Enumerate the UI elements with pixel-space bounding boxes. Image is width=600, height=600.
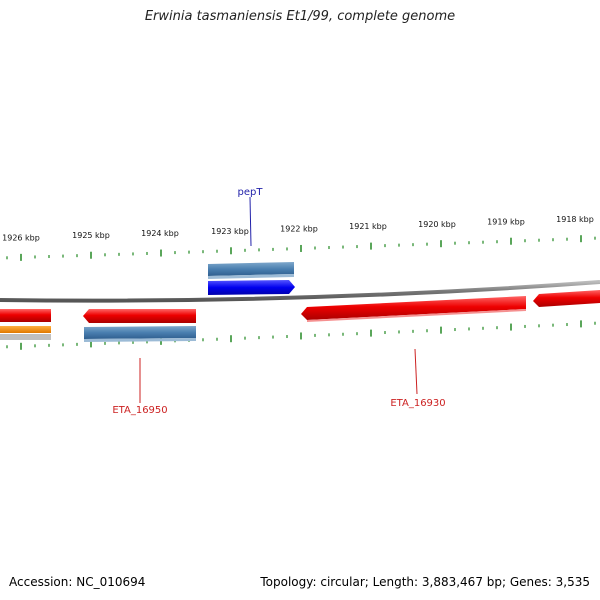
genome-summary-text: Topology: circular; Length: 3,883,467 bp… [260, 575, 590, 589]
scale-label: 1919 kbp [487, 217, 525, 226]
gene-label-pept: pepT [238, 187, 264, 198]
map-title: Erwinia tasmaniensis Et1/99, complete ge… [144, 9, 456, 24]
feature-block-pept-steel-shadow [208, 274, 294, 279]
scale-label: 1924 kbp [141, 229, 179, 238]
cds-arrow-left-edge[interactable] [0, 309, 51, 322]
genome-backbone [0, 280, 600, 303]
feature-block-grey[interactable] [0, 334, 51, 340]
gene-label-eta-16930: ETA_16930 [390, 398, 445, 409]
scale-label: 1922 kbp [280, 225, 318, 234]
scale-label: 1923 kbp [211, 227, 249, 236]
scale-label: 1918 kbp [556, 215, 594, 224]
outer-tick-track [6, 235, 596, 261]
scale-label: 1921 kbp [349, 222, 387, 231]
pept-leader-line [249, 196, 252, 247]
feature-block-orange[interactable] [0, 326, 51, 333]
inner-tick-track [6, 320, 596, 350]
accession-text: Accession: NC_010694 [9, 575, 146, 589]
scale-label-track: 1926 kbp 1925 kbp 1924 kbp 1923 kbp 1922 kbp… [2, 215, 594, 242]
cds-arrow-shadow [307, 309, 526, 322]
cds-arrow-eta-16950[interactable] [83, 309, 196, 323]
feature-block-pept-steel[interactable] [208, 262, 294, 276]
eta-16930-leader-line [414, 348, 418, 395]
scale-label: 1925 kbp [72, 231, 110, 240]
gene-label-eta-16950: ETA_16950 [112, 405, 167, 416]
scale-label: 1920 kbp [418, 220, 456, 229]
feature-block-eta-16950-steel-shadow [84, 338, 196, 342]
scale-label: 1926 kbp [2, 233, 40, 242]
cds-arrow-eta-16930[interactable] [301, 296, 526, 320]
gene-arrow-pept[interactable] [208, 280, 295, 295]
feature-block-eta-16950-steel[interactable] [84, 326, 196, 339]
cds-arrow-right-edge[interactable] [533, 290, 600, 307]
